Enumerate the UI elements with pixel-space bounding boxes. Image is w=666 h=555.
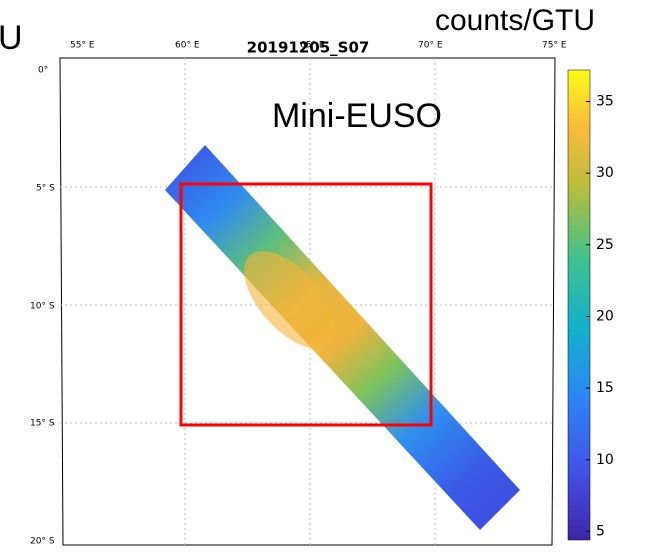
- instrument-label: Mini-EUSO: [272, 97, 442, 135]
- colorbar-tick-label: 5: [596, 523, 605, 539]
- title: 20191205_S07: [247, 39, 370, 57]
- colorbar-tick-label: 35: [596, 94, 614, 110]
- lon-label: 55° E: [70, 41, 95, 51]
- figure: U counts/GTU 55° E 60° E 65° E 70° E 75°…: [0, 0, 666, 551]
- lon-label: 70° E: [418, 41, 443, 51]
- lat-label: 15° S: [30, 419, 55, 429]
- colorbar-tick-label: 10: [596, 452, 614, 468]
- lon-label: 75° E: [542, 41, 567, 51]
- colorbar-tick-label: 20: [596, 308, 614, 324]
- colorbar-tick-label: 30: [596, 165, 614, 181]
- colorbar-tick-label: 25: [596, 237, 614, 253]
- cropped-label: U: [0, 19, 23, 57]
- colorbar-tick-label: 15: [596, 380, 614, 396]
- swath: [165, 145, 520, 530]
- lat-label: 5° S: [36, 184, 55, 194]
- lat-label: 0°: [38, 66, 48, 76]
- colorbar: [568, 70, 590, 540]
- unit-label: counts/GTU: [435, 4, 595, 37]
- lat-label: 20° S: [30, 537, 55, 547]
- lon-label: 60° E: [175, 41, 200, 51]
- lat-label: 10° S: [30, 302, 55, 312]
